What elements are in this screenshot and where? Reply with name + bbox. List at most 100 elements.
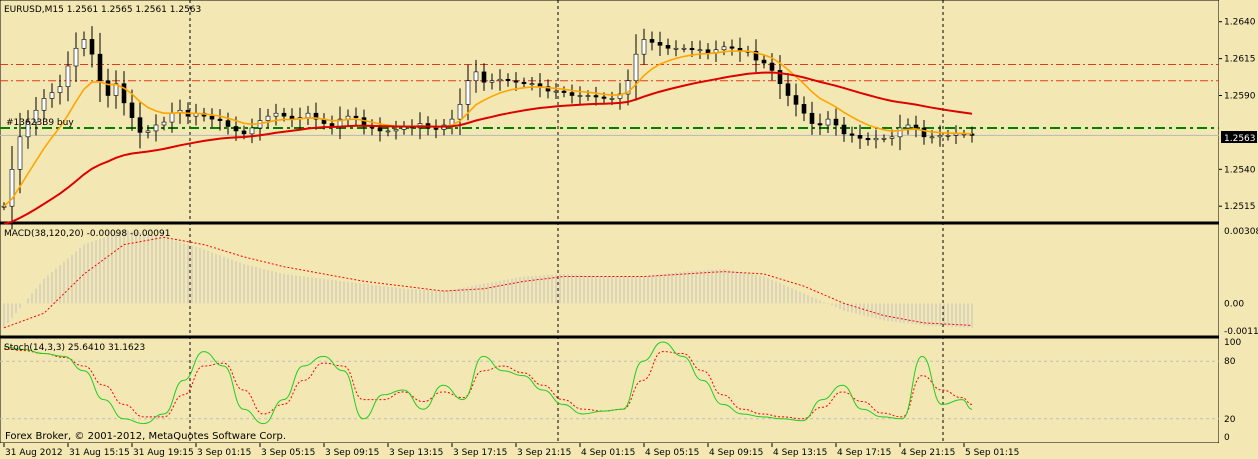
time-tick-label: 3 Sep 01:15: [197, 448, 251, 458]
price-badge: 1.2563: [1224, 134, 1256, 144]
candle: [841, 117, 847, 142]
candle-body: [497, 78, 503, 82]
order-label: #13623B9 buy: [6, 118, 74, 128]
candle: [9, 146, 15, 230]
candle-body: [273, 112, 279, 117]
candle-body: [801, 104, 807, 114]
candle-body: [49, 92, 55, 99]
candle: [697, 40, 703, 60]
candle: [641, 28, 647, 65]
candle: [313, 102, 319, 130]
candle: [753, 39, 759, 73]
candle: [833, 108, 839, 136]
candle-body: [969, 133, 975, 136]
candle: [705, 43, 711, 60]
candle: [89, 26, 95, 68]
stoch-tick-label: 100: [1224, 338, 1241, 348]
candle: [793, 83, 799, 117]
candle: [881, 134, 887, 143]
candle: [969, 126, 975, 143]
candle-body: [489, 80, 495, 83]
candle: [569, 84, 575, 104]
candle: [209, 108, 215, 128]
candle: [945, 130, 951, 141]
candle-body: [905, 124, 911, 129]
candle-body: [505, 78, 511, 82]
candle: [121, 71, 127, 116]
candle: [633, 34, 639, 101]
macd-tick-label: 0.00308: [1224, 227, 1258, 237]
candle: [129, 89, 135, 131]
candle-body: [249, 127, 255, 135]
candle: [905, 118, 911, 135]
candle-body: [553, 90, 559, 93]
candlestick-series: [1, 26, 975, 230]
time-tick-label: 4 Sep 13:15: [773, 448, 827, 458]
candle-body: [153, 124, 159, 132]
candle-body: [817, 123, 823, 126]
candle: [529, 77, 535, 91]
candle: [433, 119, 439, 139]
candle-body: [57, 86, 63, 93]
candle: [377, 117, 383, 142]
candle-body: [521, 81, 527, 84]
candle: [481, 63, 487, 91]
price-axis: 1.2640 1.2615 1.2590 1.2540 1.2515: [1219, 18, 1256, 212]
candle: [577, 86, 583, 105]
candle: [273, 103, 279, 126]
candle-body: [209, 115, 215, 120]
candle: [225, 112, 231, 135]
time-tick-label: 4 Sep 01:15: [581, 448, 635, 458]
price-tick-label: 1.2615: [1224, 55, 1256, 65]
time-tick-label: 5 Sep 01:15: [965, 448, 1019, 458]
time-tick-label: 3 Sep 13:15: [389, 448, 443, 458]
candle-body: [609, 98, 615, 100]
candle-body: [913, 124, 919, 129]
price-tick-label: 1.2540: [1224, 165, 1256, 175]
candle-body: [129, 102, 135, 118]
candle-body: [9, 168, 15, 207]
candle: [937, 125, 943, 147]
candle-body: [577, 95, 583, 97]
macd-tick-label: 0.00: [1224, 299, 1244, 309]
time-tick-label: 4 Sep 09:15: [709, 448, 763, 458]
candle-body: [937, 135, 943, 138]
footer-copyright: Forex Broker, © 2001-2012, MetaQuotes So…: [5, 431, 286, 442]
candle: [17, 112, 23, 194]
candle-body: [785, 83, 791, 96]
candle-body: [793, 95, 799, 105]
candle-body: [649, 39, 655, 43]
stoch-tick-label: 20: [1224, 415, 1236, 425]
candle: [161, 116, 167, 131]
candle-body: [769, 62, 775, 71]
candle-body: [633, 53, 639, 82]
candle-body: [617, 93, 623, 99]
candle-body: [121, 83, 127, 104]
macd-histogram: [3, 229, 973, 328]
price-levels: [0, 64, 1219, 136]
candle-body: [457, 104, 463, 120]
candle: [153, 114, 159, 142]
stoch-panel-bg: [0, 337, 1220, 444]
candle-body: [897, 127, 903, 138]
candle-body: [73, 47, 79, 67]
candle: [561, 86, 567, 98]
candle: [105, 68, 111, 108]
candle: [545, 79, 551, 99]
candle-body: [105, 80, 111, 96]
time-tick-label: 3 Sep 05:15: [261, 448, 315, 458]
candle-body: [265, 115, 271, 121]
candle-body: [313, 112, 319, 120]
candle: [673, 40, 679, 57]
candle-body: [1, 205, 7, 208]
candle-body: [865, 138, 871, 141]
candle-body: [145, 130, 151, 133]
candle: [665, 38, 671, 55]
candle-body: [473, 71, 479, 82]
candle-body: [593, 95, 599, 98]
stoch-levels: [0, 360, 1219, 420]
candle: [505, 73, 511, 87]
candle-body: [729, 46, 735, 49]
candle-body: [921, 127, 927, 138]
